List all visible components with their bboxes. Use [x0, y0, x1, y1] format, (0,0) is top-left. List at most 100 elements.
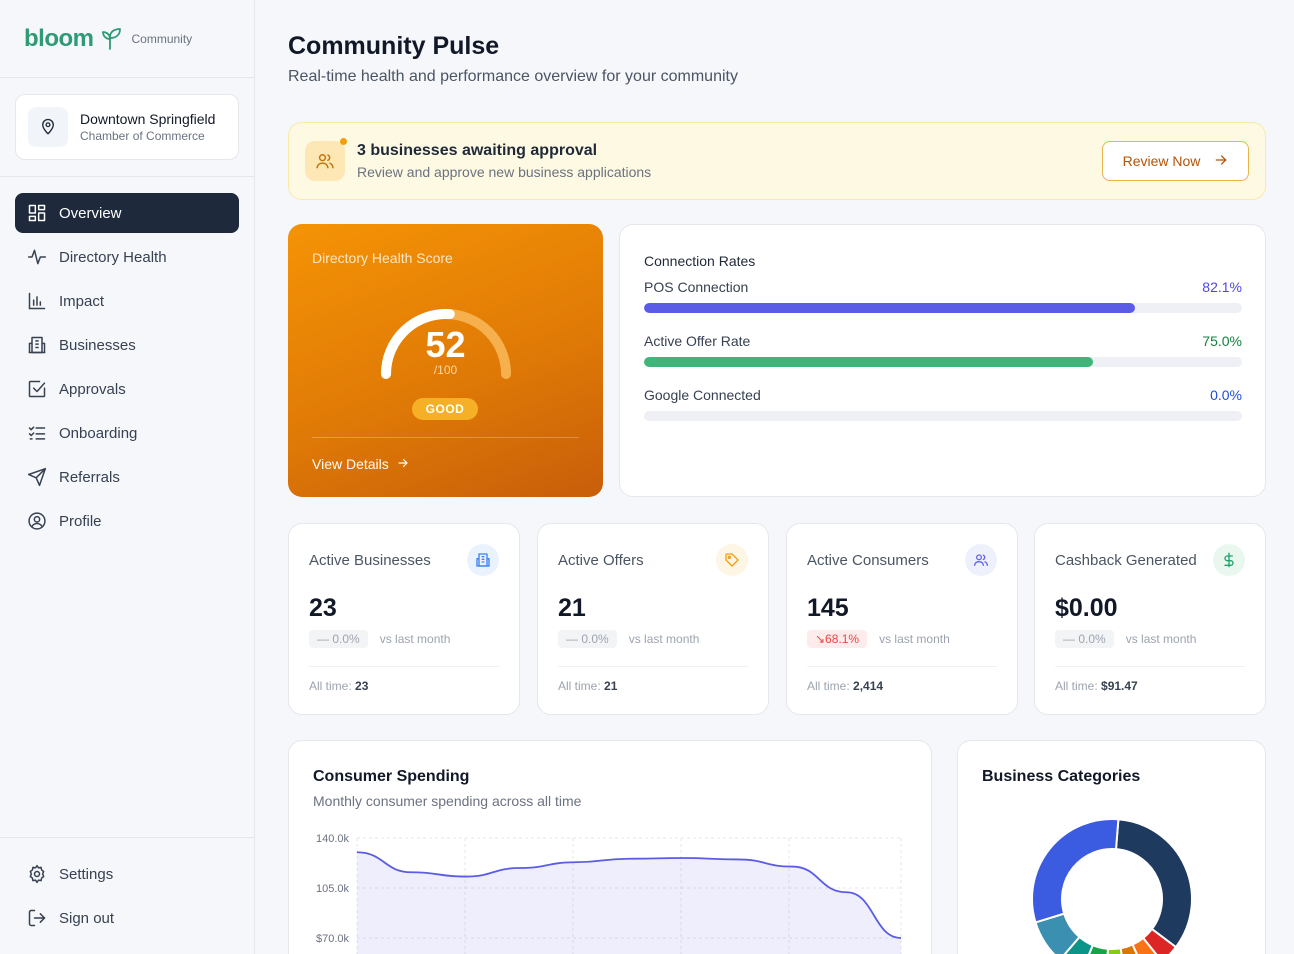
bar-label: Active Offer Rate — [644, 333, 751, 349]
approval-alert: 3 businesses awaiting approval Review an… — [288, 122, 1266, 200]
health-gauge — [381, 309, 511, 379]
stat-card-active-businesses[interactable]: Active Businesses 23 — 0.0% vs last mont… — [288, 523, 520, 715]
all-time-label: All time: — [558, 679, 601, 693]
brand: bloom Community — [0, 0, 254, 78]
sidebar-item-label: Referrals — [59, 468, 120, 486]
stat-value: 21 — [558, 594, 586, 622]
y-tick-label: $70.0k — [316, 933, 350, 945]
progress-fill — [644, 303, 1135, 313]
all-time-value: 2,414 — [853, 679, 884, 693]
series-area — [357, 852, 901, 954]
progress-fill — [644, 357, 1093, 367]
check-square-icon — [27, 379, 47, 399]
consumer-spending-chart: 140.0k 105.0k $70.0k — [316, 833, 902, 954]
sidebar-item-approvals[interactable]: Approvals — [15, 369, 239, 409]
sidebar-item-label: Onboarding — [59, 424, 138, 442]
stat-value: 23 — [309, 594, 337, 622]
change-chip: ↘68.1% — [807, 630, 868, 648]
divider — [558, 666, 748, 667]
stat-label: Active Consumers — [807, 552, 929, 569]
all-time-value: 21 — [604, 679, 618, 693]
comparison-label: vs last month — [1125, 632, 1197, 646]
sign-out-icon — [27, 908, 47, 928]
review-now-label: Review Now — [1122, 153, 1201, 169]
consumer-spending-title: Consumer Spending — [313, 768, 470, 785]
sidebar-nav: Overview Directory Health Impact Busines… — [0, 177, 254, 541]
stat-card-active-consumers[interactable]: Active Consumers 145 ↘68.1% vs last mont… — [786, 523, 1018, 715]
arrow-right-icon — [1214, 153, 1228, 170]
connection-rates-card: Connection Rates POS Connection 82.1% Ac… — [619, 224, 1266, 497]
sidebar-item-sign-out[interactable]: Sign out — [15, 898, 239, 938]
sidebar-item-overview[interactable]: Overview — [15, 193, 239, 233]
review-now-button[interactable]: Review Now — [1102, 141, 1249, 181]
building-icon — [27, 335, 47, 355]
bar-value: 75.0% — [1202, 333, 1242, 349]
location-pin-icon — [28, 107, 68, 147]
divider — [807, 666, 997, 667]
sidebar-bottom: Settings Sign out — [0, 837, 254, 954]
gear-icon — [27, 864, 47, 884]
org-subtitle: Chamber of Commerce — [80, 129, 205, 143]
divider — [1055, 666, 1245, 667]
alert-subtitle: Review and approve new business applicat… — [357, 164, 652, 180]
sidebar-item-label: Profile — [59, 512, 102, 530]
series-line — [356, 851, 902, 939]
sidebar-item-referrals[interactable]: Referrals — [15, 457, 239, 497]
sidebar-item-label: Approvals — [59, 380, 126, 398]
arrow-right-icon — [397, 456, 409, 472]
org-selector[interactable]: Downtown Springfield Chamber of Commerce — [15, 94, 239, 160]
sidebar-item-directory-health[interactable]: Directory Health — [15, 237, 239, 277]
consumer-spending-subtitle: Monthly consumer spending across all tim… — [313, 793, 582, 809]
connection-rates-title: Connection Rates — [644, 253, 756, 269]
health-score-max: /100 — [433, 363, 458, 377]
pos-connection-row: POS Connection 82.1% — [644, 279, 1242, 313]
bar-chart-icon — [27, 291, 47, 311]
sidebar-item-settings[interactable]: Settings — [15, 854, 239, 894]
org-name: Downtown Springfield — [80, 111, 216, 127]
health-gauge-fill — [381, 309, 455, 379]
brand-name[interactable]: bloom — [24, 24, 94, 52]
all-time: All time: 2,414 — [807, 679, 883, 693]
users-icon — [965, 544, 997, 576]
building-icon — [467, 544, 499, 576]
stat-label: Active Businesses — [309, 552, 431, 569]
progress-track — [644, 411, 1242, 421]
grid-icon — [27, 203, 47, 223]
sidebar-item-onboarding[interactable]: Onboarding — [15, 413, 239, 453]
sidebar-item-label: Directory Health — [59, 248, 167, 266]
change-chip: — 0.0% — [309, 630, 368, 648]
health-score-label: Directory Health Score — [312, 250, 453, 266]
stat-label: Cashback Generated — [1055, 552, 1197, 569]
business-categories-title: Business Categories — [982, 768, 1141, 785]
health-rating-badge: GOOD — [412, 398, 478, 420]
stat-card-active-offers[interactable]: Active Offers 21 — 0.0% vs last month Al… — [537, 523, 769, 715]
sidebar-item-businesses[interactable]: Businesses — [15, 325, 239, 365]
view-details-label: View Details — [312, 456, 389, 472]
sidebar-item-impact[interactable]: Impact — [15, 281, 239, 321]
stat-card-cashback-generated[interactable]: Cashback Generated $0.00 — 0.0% vs last … — [1034, 523, 1266, 715]
all-time-label: All time: — [1055, 679, 1098, 693]
tag-icon — [716, 544, 748, 576]
view-details-link[interactable]: View Details — [312, 456, 409, 472]
sidebar-item-label: Sign out — [59, 909, 115, 927]
sidebar-item-profile[interactable]: Profile — [15, 501, 239, 541]
consumer-spending-card: Consumer Spending Monthly consumer spend… — [288, 740, 932, 954]
health-score-value: 52 — [425, 324, 466, 365]
dollar-icon — [1213, 544, 1245, 576]
alert-title: 3 businesses awaiting approval — [357, 142, 598, 159]
send-icon — [27, 467, 47, 487]
progress-track — [644, 303, 1242, 313]
all-time: All time: $91.47 — [1055, 679, 1138, 693]
change-chip: — 0.0% — [1055, 630, 1114, 648]
brand-tag: Community — [131, 31, 193, 46]
bar-label: Google Connected — [644, 387, 761, 403]
sidebar-item-label: Impact — [59, 292, 105, 310]
comparison-label: vs last month — [379, 632, 451, 646]
business-categories-card: Business Categories — [957, 740, 1266, 954]
stat-label: Active Offers — [558, 552, 644, 569]
progress-track — [644, 357, 1242, 367]
stat-value: $0.00 — [1055, 594, 1118, 622]
y-tick-label: 140.0k — [316, 833, 350, 845]
bar-value: 82.1% — [1202, 279, 1242, 295]
user-circle-icon — [27, 511, 47, 531]
